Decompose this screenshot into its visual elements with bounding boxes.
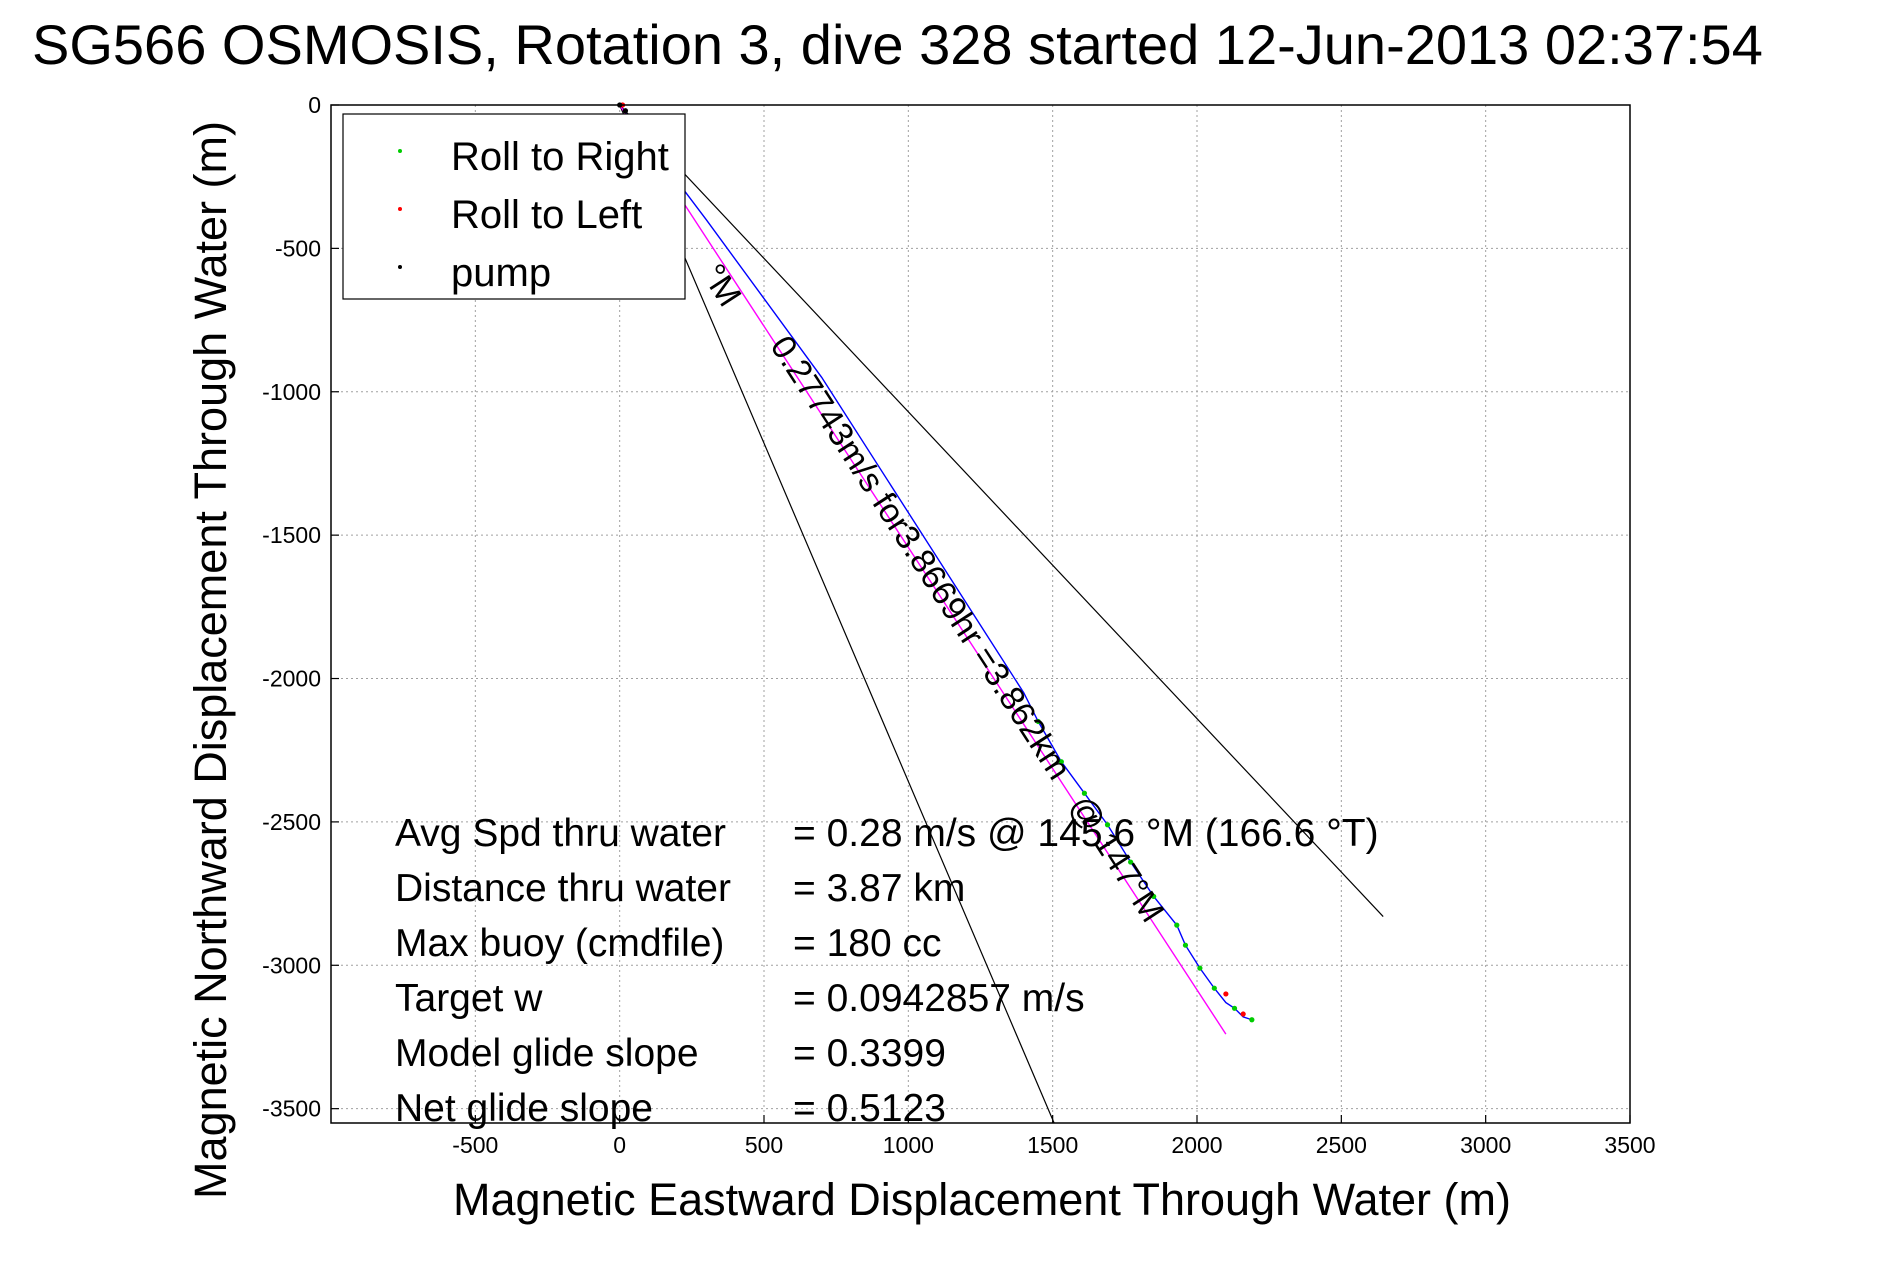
x-tick-label: 3500: [1604, 1132, 1655, 1158]
x-tick-label: 500: [745, 1132, 783, 1158]
roll-right-point: [1035, 718, 1041, 725]
data-points: [617, 102, 1255, 1023]
y-tick-label: -3500: [262, 1096, 321, 1122]
y-tick-label: -3000: [262, 952, 321, 978]
x-tick-label: 2000: [1171, 1132, 1222, 1158]
series-line: [619, 104, 1227, 1035]
stat-label: Max buoy (cmdfile): [395, 922, 724, 965]
legend-marker: [398, 207, 402, 211]
pump-point: [622, 108, 629, 114]
legend-entry: Roll to Right: [451, 135, 669, 179]
x-tick-label: 1000: [883, 1132, 934, 1158]
roll-right-point: [1211, 985, 1217, 991]
legend-marker: [398, 265, 402, 269]
stat-value: = 0.0942857 m/s: [793, 977, 1085, 1020]
roll-right-point: [1249, 1017, 1255, 1023]
y-tick-label: -2000: [262, 666, 321, 692]
stat-value: = 0.5123: [793, 1087, 946, 1130]
stat-value: = 180 cc: [793, 922, 942, 965]
y-tick-label: -1500: [262, 522, 321, 548]
x-tick-label: 0: [613, 1132, 626, 1158]
roll-right-point: [1174, 922, 1180, 928]
roll-right-point: [1104, 822, 1111, 828]
y-tick-label: -1000: [262, 379, 321, 405]
track-annotation: 0.27743m/s for3.8669hr =3.862km: [763, 329, 1078, 786]
y-tick-label: -500: [275, 235, 321, 261]
stat-label: Target w: [395, 977, 543, 1020]
y-tick-label: 0: [308, 92, 321, 118]
roll-right-point: [1231, 1005, 1238, 1011]
legend-marker: [398, 149, 402, 153]
stat-label: Net glide slope: [395, 1087, 653, 1130]
roll-left-point: [1240, 1011, 1246, 1017]
roll-left-point: [1223, 991, 1229, 997]
x-tick-label: 1500: [1027, 1132, 1078, 1158]
roll-right-point: [1182, 942, 1189, 948]
x-tick-label: 3000: [1460, 1132, 1511, 1158]
x-tick-label: -500: [452, 1132, 498, 1158]
y-tick-labels: 0 -500 -1000 -1500 -2000 -2500 -3000 -3500: [262, 92, 321, 1122]
cone-lines: [619, 104, 1384, 1124]
x-axis-label: Magnetic Eastward Displacement Through W…: [453, 1174, 1511, 1225]
stat-label: Distance thru water: [395, 867, 731, 910]
stat-label: Avg Spd thru water: [395, 812, 726, 855]
stat-value: = 0.3399: [793, 1032, 946, 1075]
stat-value: = 3.87 km: [793, 867, 965, 910]
x-tick-labels: -500 0 500 1000 1500 2000 2500 3000 3500: [452, 1132, 1655, 1158]
roll-right-point: [1081, 790, 1088, 796]
legend-entry: pump: [451, 251, 551, 295]
legend-entry: Roll to Left: [451, 193, 642, 237]
stat-value: = 0.28 m/s @ 145.6 °M (166.6 °T): [793, 812, 1379, 855]
roll-right-point: [1128, 859, 1134, 865]
y-tick-label: -2500: [262, 809, 321, 835]
chart-title: SG566 OSMOSIS, Rotation 3, dive 328 star…: [32, 13, 1763, 76]
roll-right-point: [1151, 893, 1157, 900]
cone-line: [619, 104, 1055, 1124]
roll-right-point: [1058, 759, 1064, 765]
plot-frame: [330, 104, 1631, 1124]
roll-right-point: [1197, 965, 1203, 971]
y-axis-label: Magnetic Northward Displacement Through …: [185, 121, 236, 1199]
stat-label: Model glide slope: [395, 1032, 699, 1075]
legend: Roll to Right Roll to Left pump: [342, 113, 686, 300]
track-annotation: @ 147°M: [1062, 789, 1172, 929]
stats-block: Avg Spd thru water = 0.28 m/s @ 145.6 °M …: [395, 812, 1379, 1130]
cone-line: [619, 104, 1384, 917]
x-tick-label: 2500: [1316, 1132, 1367, 1158]
